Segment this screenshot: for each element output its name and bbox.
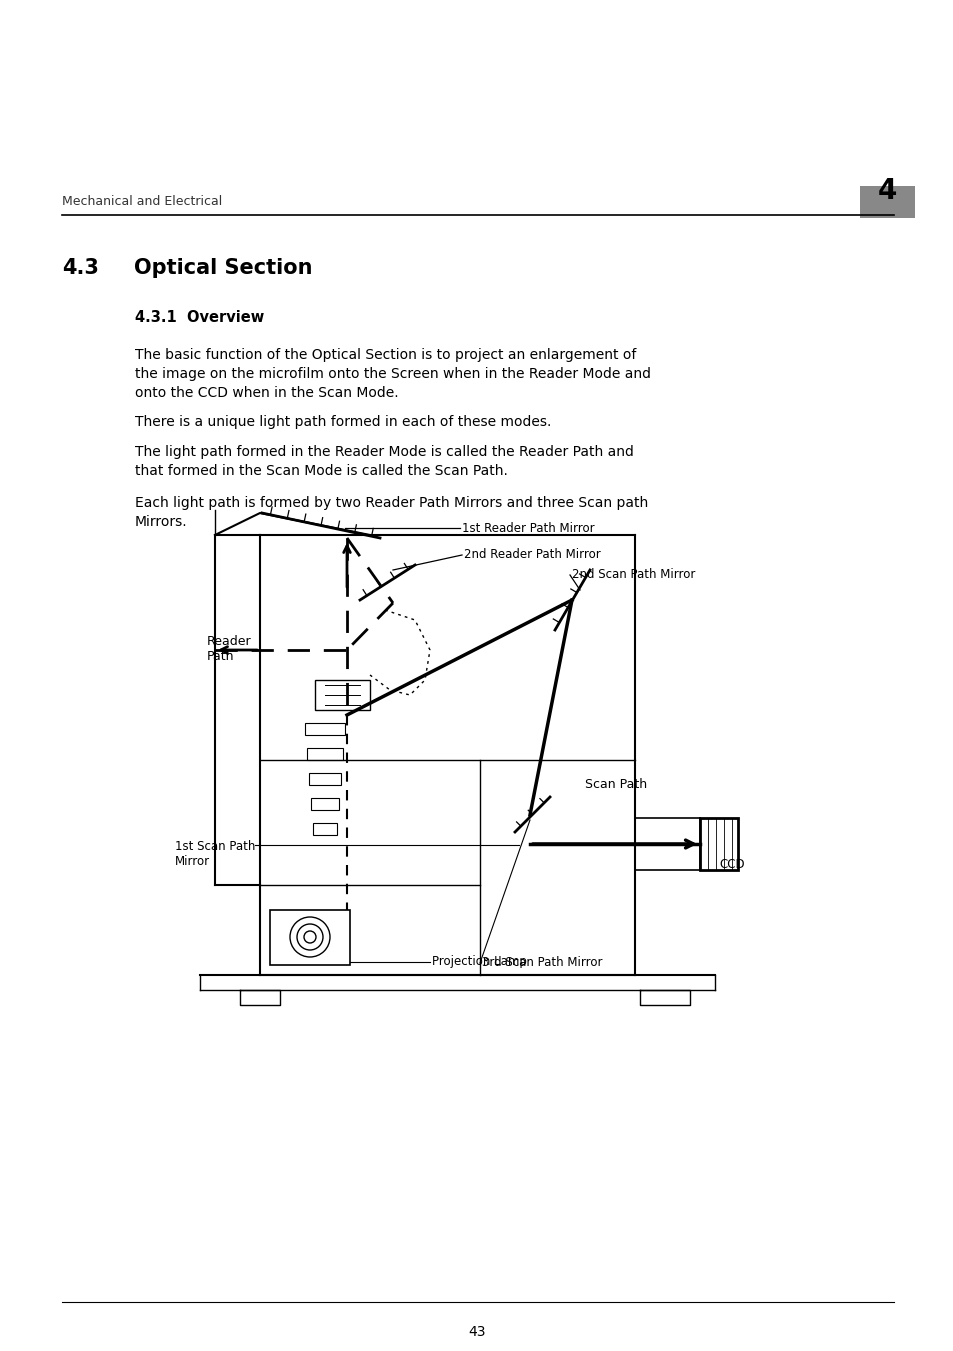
Text: 3rd Scan Path Mirror: 3rd Scan Path Mirror [481, 957, 602, 970]
Bar [307, 748, 343, 761]
Text: The light path formed in the Reader Mode is called the Reader Path and
that form: The light path formed in the Reader Mode… [135, 444, 633, 478]
FancyBboxPatch shape [859, 186, 914, 218]
Text: 2nd Reader Path Mirror: 2nd Reader Path Mirror [463, 549, 600, 562]
Text: 4.3: 4.3 [62, 258, 99, 278]
Text: The basic function of the Optical Section is to project an enlargement of
the im: The basic function of the Optical Sectio… [135, 349, 650, 400]
Text: Projection Lamp: Projection Lamp [432, 955, 526, 969]
Text: 2nd Scan Path Mirror: 2nd Scan Path Mirror [572, 569, 695, 581]
Bar [700, 817, 738, 870]
Bar [314, 680, 370, 711]
Text: CCD: CCD [719, 858, 744, 871]
Text: Scan Path: Scan Path [584, 778, 646, 792]
Text: Reader
Path: Reader Path [207, 635, 252, 663]
Text: There is a unique light path formed in each of these modes.: There is a unique light path formed in e… [135, 415, 551, 430]
Text: 4: 4 [877, 177, 896, 205]
Text: Each light path is formed by two Reader Path Mirrors and three Scan path
Mirrors: Each light path is formed by two Reader … [135, 496, 648, 530]
Text: Optical Section: Optical Section [133, 258, 313, 278]
Bar [309, 773, 340, 785]
Text: 4.3.1  Overview: 4.3.1 Overview [135, 309, 264, 326]
Text: Mechanical and Electrical: Mechanical and Electrical [62, 195, 222, 208]
Text: 1st Scan Path
Mirror: 1st Scan Path Mirror [174, 840, 255, 867]
Text: 43: 43 [468, 1325, 485, 1339]
Bar [311, 798, 338, 811]
Bar [313, 823, 336, 835]
Bar [270, 911, 350, 965]
Bar [305, 723, 345, 735]
Text: 1st Reader Path Mirror: 1st Reader Path Mirror [461, 521, 594, 535]
